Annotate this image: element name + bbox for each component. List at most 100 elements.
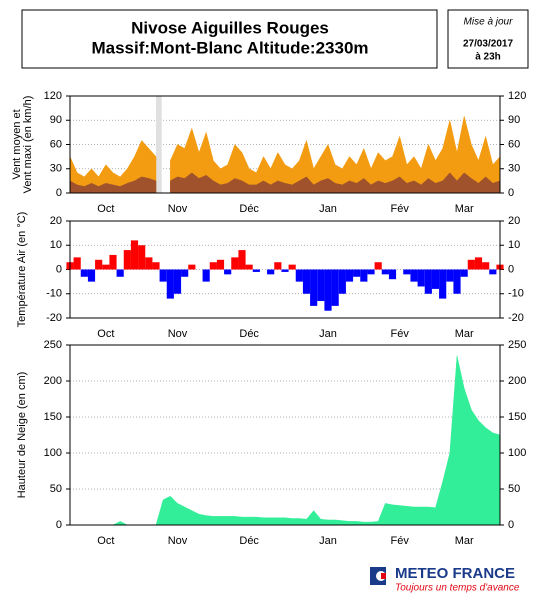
- plot-frame: [69, 344, 501, 526]
- plot-frame: [69, 95, 501, 194]
- y-tick-label: 100: [508, 447, 526, 459]
- y-tick-label: -10: [46, 288, 62, 300]
- bar: [345, 269, 354, 282]
- bar: [489, 269, 497, 275]
- bar: [116, 269, 124, 277]
- update-date: 27/03/2017: [463, 39, 513, 50]
- y-tick-label: 200: [44, 375, 62, 387]
- bar: [123, 250, 131, 270]
- y-tick-label: 20: [508, 215, 520, 227]
- bar: [202, 269, 210, 282]
- bar: [267, 269, 275, 275]
- bar: [245, 264, 253, 270]
- bar: [281, 269, 289, 272]
- bar: [360, 269, 368, 282]
- x-tick-label: Déc: [239, 203, 259, 215]
- bar: [302, 269, 311, 294]
- data-gap: [156, 96, 162, 193]
- bar: [403, 269, 411, 275]
- bar: [173, 269, 182, 294]
- bar: [417, 269, 425, 287]
- brand: METEO FRANCE: [395, 565, 515, 582]
- bar: [138, 245, 146, 270]
- y-tick-label: 0: [508, 187, 514, 199]
- area: [69, 116, 501, 194]
- panel: -20 -20 -10 -10 0 0 10 10 20 20 Oct Nov Déc Jan Fév Mar…: [16, 212, 524, 340]
- x-tick-label: Déc: [239, 328, 259, 340]
- y-tick-label: 50: [508, 483, 520, 495]
- panel: 0 0 30 30 60 60 90 90 120 120 Oct Nov Déc Jan Fév Mar Ve…: [11, 90, 526, 215]
- bar: [467, 259, 475, 270]
- bar: [209, 262, 217, 270]
- x-tick-label: Fév: [390, 203, 409, 215]
- bar: [231, 257, 239, 270]
- x-tick-label: Fév: [390, 535, 409, 547]
- x-tick-label: Nov: [168, 535, 188, 547]
- bar: [474, 257, 483, 270]
- bar: [324, 269, 332, 311]
- title-box: [21, 9, 438, 69]
- bar: [374, 262, 382, 270]
- x-tick-label: Oct: [97, 328, 114, 340]
- y-tick-label: 250: [44, 339, 62, 351]
- y-tick-label: 30: [508, 163, 520, 175]
- bar: [331, 269, 339, 306]
- y-tick-label: 20: [50, 215, 62, 227]
- y-tick-label: 50: [50, 483, 62, 495]
- y-tick-label: 0: [508, 519, 514, 531]
- x-tick-label: Jan: [319, 535, 337, 547]
- bar: [353, 269, 361, 277]
- bar: [431, 269, 440, 289]
- bar: [181, 269, 189, 277]
- bar: [130, 240, 139, 270]
- y-axis-label: Température Air (en °C): [16, 212, 28, 328]
- y-tick-label: -20: [46, 312, 62, 324]
- x-tick-label: Jan: [319, 328, 337, 340]
- area: [70, 355, 501, 526]
- bar: [252, 269, 260, 272]
- x-tick-label: Déc: [239, 535, 259, 547]
- panel: 0 0 50 50 100 100 150 150 200 200 250 250 Oct Nov Déc J…: [16, 339, 526, 547]
- bar: [381, 269, 389, 275]
- x-tick-label: Nov: [168, 203, 188, 215]
- y-axis-label: Vent moyen et: [11, 109, 23, 179]
- update-box: [447, 9, 529, 69]
- y-axis-label: Hauteur de Neige (en cm): [16, 372, 28, 499]
- bar: [80, 269, 88, 277]
- logo-mark: [381, 573, 386, 579]
- plot-frame: [69, 220, 501, 319]
- x-tick-label: Nov: [168, 328, 188, 340]
- x-tick-label: Oct: [97, 203, 114, 215]
- bar: [288, 264, 296, 270]
- bar: [224, 269, 232, 275]
- y-tick-label: 120: [44, 90, 62, 102]
- bar: [159, 269, 167, 282]
- logo: [370, 567, 386, 585]
- bar: [87, 269, 96, 282]
- x-tick-label: Mar: [455, 535, 474, 547]
- bar: [424, 269, 432, 294]
- x-tick-label: Fév: [390, 328, 409, 340]
- bar: [482, 262, 490, 270]
- update-time: à 23h: [475, 52, 501, 63]
- bar: [188, 264, 196, 270]
- slogan: Toujours un temps d'avance: [395, 583, 520, 594]
- y-tick-label: 10: [50, 239, 62, 251]
- bar: [367, 269, 375, 275]
- x-tick-label: Mar: [455, 203, 474, 215]
- bar: [410, 269, 418, 282]
- y-tick-label: 10: [508, 239, 520, 251]
- y-tick-label: 30: [50, 163, 62, 175]
- bar: [95, 259, 103, 270]
- bar: [439, 269, 447, 299]
- y-tick-label: 200: [508, 375, 526, 387]
- x-tick-label: Oct: [97, 535, 114, 547]
- y-tick-label: 60: [508, 138, 520, 150]
- bar: [109, 254, 117, 270]
- bar: [446, 269, 454, 282]
- y-tick-label: -10: [508, 288, 524, 300]
- bar: [166, 269, 174, 299]
- bar: [274, 262, 282, 270]
